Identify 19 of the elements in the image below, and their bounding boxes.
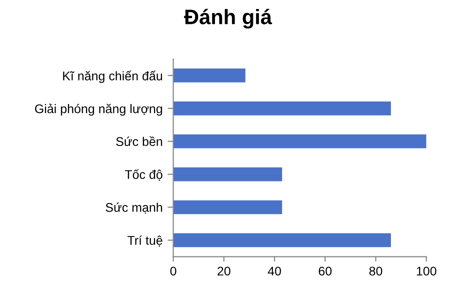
- chart-title: Đánh giá: [184, 8, 272, 29]
- x-tick-label: 0: [170, 266, 176, 276]
- bar: [173, 167, 282, 182]
- bar: [173, 68, 246, 82]
- y-tick-label: Sức mạnh: [106, 202, 162, 214]
- y-tick-label: Giải phóng năng lượng: [35, 104, 162, 116]
- bar: [173, 233, 391, 248]
- y-tick-label: Sức bền: [116, 136, 162, 146]
- bar: [173, 200, 282, 214]
- y-tick-label: Tốc độ: [124, 169, 162, 181]
- y-tick-label: Kĩ năng chiến đấu: [63, 70, 162, 83]
- x-tick-label: 20: [218, 266, 230, 276]
- x-tick-label: 60: [318, 266, 332, 276]
- y-tick-label: Trí tuệ: [127, 236, 162, 247]
- bar: [173, 134, 426, 148]
- x-tick-label: 80: [369, 266, 382, 276]
- x-tick-label: 100: [416, 266, 436, 276]
- x-tick-label: 40: [268, 266, 281, 276]
- bar: [173, 101, 391, 116]
